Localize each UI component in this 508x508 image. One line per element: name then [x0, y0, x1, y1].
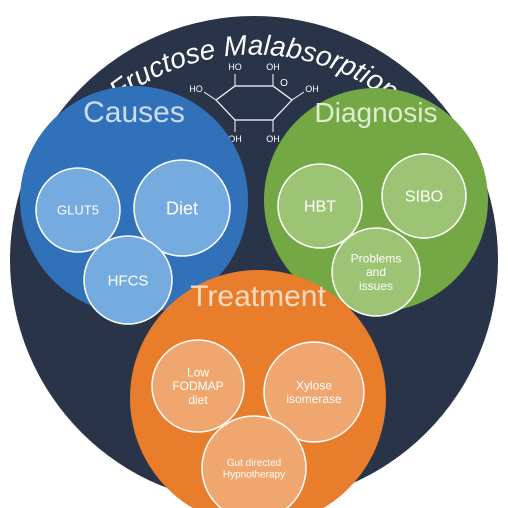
node-label-problems: Problems [351, 251, 402, 265]
cluster-label-diagnosis: Diagnosis [315, 97, 438, 128]
node-label-fodmap: diet [188, 393, 208, 407]
node-label-diet: Diet [166, 198, 198, 218]
molecule-label: HO [189, 84, 203, 94]
molecule-label: OH [266, 134, 280, 144]
cluster-label-causes: Causes [83, 96, 185, 129]
node-label-problems: and [366, 265, 386, 279]
molecule-label: OH [266, 62, 280, 72]
molecule-label: HO [228, 62, 242, 72]
node-label-hypno: Hypnotherapy [223, 469, 285, 480]
node-label-hypno: Gut directed [227, 458, 281, 469]
node-label-sibo: SIBO [405, 189, 443, 206]
molecule-label: O [280, 78, 288, 89]
molecule-label: OH [305, 84, 319, 94]
node-label-problems: issues [359, 279, 393, 293]
node-label-glut5: GLUT5 [57, 203, 99, 218]
node-label-fodmap: Low [187, 365, 209, 379]
cluster-label-treatment: Treatment [190, 280, 326, 313]
node-label-xylose: Xylose [296, 378, 332, 392]
fructose-diagram: Fructose MalabsorptionOHOOHOHOHHOOHCause… [0, 0, 508, 508]
node-label-hfcs: HFCS [108, 272, 149, 289]
node-label-hbt: HBT [304, 199, 336, 216]
node-label-xylose: isomerase [286, 392, 342, 406]
node-label-fodmap: FODMAP [172, 379, 223, 393]
